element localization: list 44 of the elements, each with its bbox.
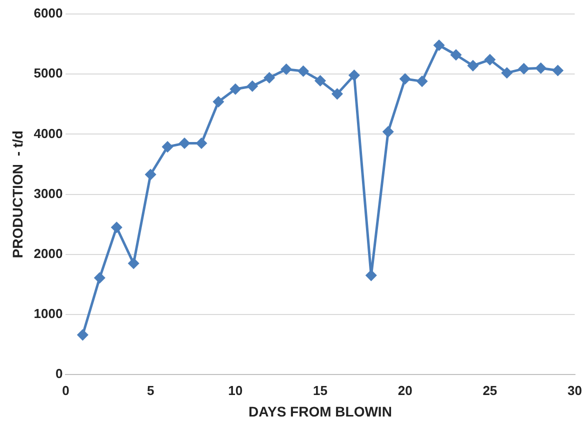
point bbox=[128, 258, 139, 269]
point bbox=[162, 142, 173, 152]
y-tick-label: 0 bbox=[55, 366, 63, 382]
y-tick-label: 1000 bbox=[34, 306, 63, 322]
point bbox=[536, 62, 546, 74]
y-tick-label: 2000 bbox=[34, 246, 63, 261]
x-tick-label: 10 bbox=[228, 382, 243, 398]
point bbox=[502, 68, 512, 78]
point bbox=[230, 84, 241, 94]
x-tick-label: 25 bbox=[482, 382, 498, 398]
point bbox=[366, 270, 376, 281]
point bbox=[484, 54, 496, 65]
y-tick-label: 3000 bbox=[34, 186, 63, 201]
point bbox=[247, 80, 258, 92]
point bbox=[314, 75, 326, 86]
x-tick-label: 30 bbox=[568, 382, 582, 398]
y-axis-title: PRODUCTION - t/d bbox=[9, 130, 26, 258]
x-tick-label: 15 bbox=[313, 382, 328, 398]
point bbox=[332, 88, 342, 100]
point bbox=[264, 72, 275, 83]
point bbox=[196, 138, 207, 148]
point bbox=[468, 60, 478, 71]
point bbox=[94, 272, 105, 284]
point bbox=[552, 65, 564, 76]
point bbox=[450, 50, 462, 60]
point bbox=[281, 64, 292, 75]
y-tick-label: 5000 bbox=[34, 66, 63, 81]
point bbox=[400, 74, 410, 84]
x-axis-title: DAYS FROM BLOWIN bbox=[248, 403, 392, 420]
x-tick-label: 5 bbox=[146, 382, 154, 398]
point bbox=[434, 40, 444, 50]
y-tick-label: 6000 bbox=[34, 6, 63, 21]
point bbox=[518, 63, 530, 74]
point bbox=[213, 96, 224, 107]
point bbox=[348, 70, 360, 81]
x-tick-label: 20 bbox=[398, 382, 412, 398]
point bbox=[111, 222, 122, 233]
point bbox=[179, 138, 190, 148]
point bbox=[145, 169, 156, 180]
point bbox=[382, 126, 394, 138]
y-tick-label: 4000 bbox=[34, 126, 63, 141]
point bbox=[416, 76, 428, 87]
point bbox=[77, 330, 88, 340]
point bbox=[298, 66, 309, 76]
